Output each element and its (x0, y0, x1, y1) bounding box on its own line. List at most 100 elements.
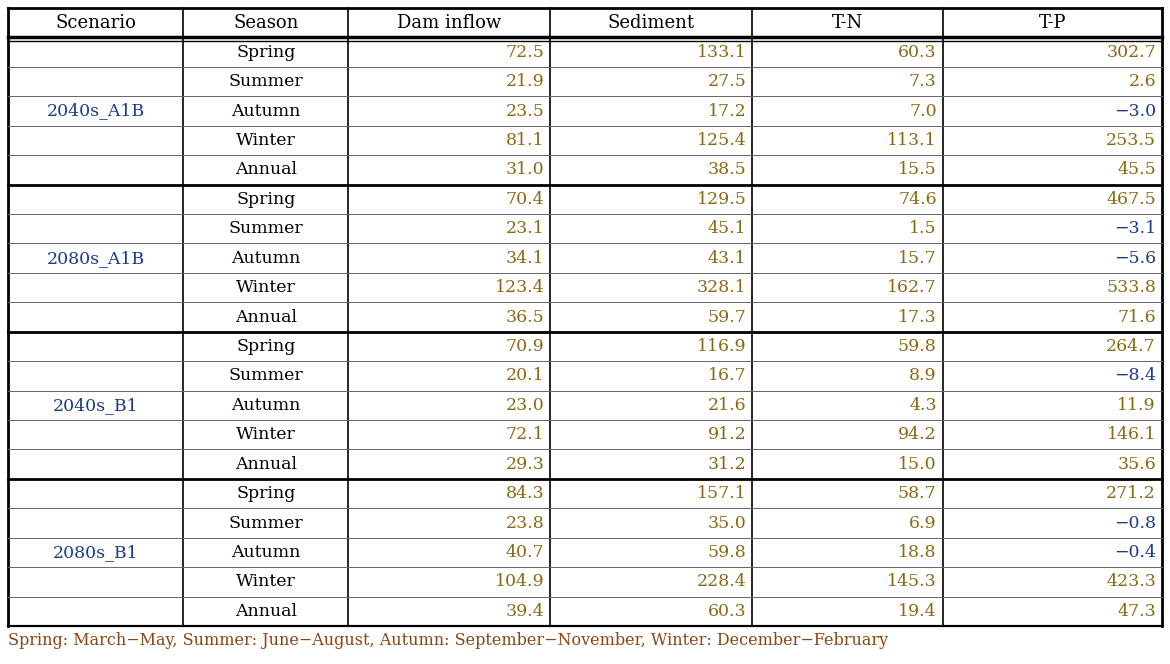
Text: 8.9: 8.9 (909, 367, 937, 384)
Text: 129.5: 129.5 (696, 191, 746, 208)
Text: Winter: Winter (236, 279, 296, 296)
Text: 17.3: 17.3 (899, 309, 937, 325)
Text: Autumn: Autumn (232, 544, 301, 561)
Text: 38.5: 38.5 (708, 161, 746, 179)
Text: 264.7: 264.7 (1107, 338, 1156, 355)
Text: 1.5: 1.5 (909, 220, 937, 237)
Text: 43.1: 43.1 (708, 250, 746, 267)
Text: 31.2: 31.2 (708, 456, 746, 473)
Text: 27.5: 27.5 (708, 73, 746, 90)
Text: 72.1: 72.1 (505, 426, 544, 443)
Text: 2040s_B1: 2040s_B1 (53, 397, 138, 414)
Text: 29.3: 29.3 (505, 456, 544, 473)
Text: 4.3: 4.3 (909, 397, 937, 414)
Text: Summer: Summer (228, 367, 303, 384)
Text: 36.5: 36.5 (505, 309, 544, 325)
Text: 45.5: 45.5 (1117, 161, 1156, 179)
Text: 91.2: 91.2 (708, 426, 746, 443)
Text: 7.0: 7.0 (909, 102, 937, 120)
Text: 15.5: 15.5 (899, 161, 937, 179)
Text: 17.2: 17.2 (708, 102, 746, 120)
Text: Season: Season (233, 14, 298, 32)
Text: 113.1: 113.1 (887, 132, 937, 149)
Text: Winter: Winter (236, 426, 296, 443)
Text: 146.1: 146.1 (1107, 426, 1156, 443)
Text: 70.4: 70.4 (505, 191, 544, 208)
Text: 157.1: 157.1 (696, 485, 746, 502)
Text: 15.0: 15.0 (899, 456, 937, 473)
Text: 21.9: 21.9 (505, 73, 544, 90)
Text: 11.9: 11.9 (1117, 397, 1156, 414)
Text: 104.9: 104.9 (495, 573, 544, 590)
Text: Dam inflow: Dam inflow (398, 14, 502, 32)
Text: 58.7: 58.7 (899, 485, 937, 502)
Text: 6.9: 6.9 (909, 515, 937, 531)
Text: −8.4: −8.4 (1114, 367, 1156, 384)
Text: Spring: Spring (236, 44, 296, 60)
Text: 20.1: 20.1 (505, 367, 544, 384)
Text: 39.4: 39.4 (505, 603, 544, 620)
Text: 271.2: 271.2 (1106, 485, 1156, 502)
Text: 70.9: 70.9 (505, 338, 544, 355)
Text: 23.8: 23.8 (505, 515, 544, 531)
Text: Annual: Annual (235, 603, 297, 620)
Text: 40.7: 40.7 (505, 544, 544, 561)
Text: 72.5: 72.5 (505, 44, 544, 60)
Text: 74.6: 74.6 (899, 191, 937, 208)
Text: 2.6: 2.6 (1128, 73, 1156, 90)
Text: 34.1: 34.1 (505, 250, 544, 267)
Text: 35.6: 35.6 (1117, 456, 1156, 473)
Text: 15.7: 15.7 (899, 250, 937, 267)
Text: 116.9: 116.9 (696, 338, 746, 355)
Text: T-N: T-N (832, 14, 863, 32)
Text: Summer: Summer (228, 73, 303, 90)
Text: 21.6: 21.6 (708, 397, 746, 414)
Text: 59.8: 59.8 (708, 544, 746, 561)
Text: 59.7: 59.7 (708, 309, 746, 325)
Text: Annual: Annual (235, 456, 297, 473)
Text: Winter: Winter (236, 132, 296, 149)
Text: −0.4: −0.4 (1114, 544, 1156, 561)
Text: 23.1: 23.1 (505, 220, 544, 237)
Text: 145.3: 145.3 (887, 573, 937, 590)
Text: 45.1: 45.1 (708, 220, 746, 237)
Text: Spring: Spring (236, 338, 296, 355)
Text: 18.8: 18.8 (899, 544, 937, 561)
Text: 31.0: 31.0 (505, 161, 544, 179)
Text: Summer: Summer (228, 220, 303, 237)
Text: 123.4: 123.4 (495, 279, 544, 296)
Text: 60.3: 60.3 (708, 603, 746, 620)
Text: Autumn: Autumn (232, 250, 301, 267)
Text: Spring: Spring (236, 485, 296, 502)
Text: 35.0: 35.0 (708, 515, 746, 531)
Text: 7.3: 7.3 (909, 73, 937, 90)
Text: 162.7: 162.7 (887, 279, 937, 296)
Text: 81.1: 81.1 (505, 132, 544, 149)
Text: 84.3: 84.3 (505, 485, 544, 502)
Text: 533.8: 533.8 (1106, 279, 1156, 296)
Text: Autumn: Autumn (232, 102, 301, 120)
Text: −3.1: −3.1 (1114, 220, 1156, 237)
Text: 59.8: 59.8 (899, 338, 937, 355)
Text: 133.1: 133.1 (696, 44, 746, 60)
Text: 467.5: 467.5 (1107, 191, 1156, 208)
Text: Scenario: Scenario (55, 14, 136, 32)
Text: −5.6: −5.6 (1114, 250, 1156, 267)
Text: 228.4: 228.4 (696, 573, 746, 590)
Text: Winter: Winter (236, 573, 296, 590)
Text: 23.5: 23.5 (505, 102, 544, 120)
Text: 23.0: 23.0 (505, 397, 544, 414)
Text: Annual: Annual (235, 309, 297, 325)
Text: Annual: Annual (235, 161, 297, 179)
Text: Spring: Spring (236, 191, 296, 208)
Text: 19.4: 19.4 (899, 603, 937, 620)
Text: 71.6: 71.6 (1117, 309, 1156, 325)
Text: −0.8: −0.8 (1114, 515, 1156, 531)
Text: Autumn: Autumn (232, 397, 301, 414)
Text: 125.4: 125.4 (696, 132, 746, 149)
Text: 423.3: 423.3 (1106, 573, 1156, 590)
Text: −3.0: −3.0 (1114, 102, 1156, 120)
Text: T-P: T-P (1039, 14, 1066, 32)
Text: 16.7: 16.7 (708, 367, 746, 384)
Text: 47.3: 47.3 (1117, 603, 1156, 620)
